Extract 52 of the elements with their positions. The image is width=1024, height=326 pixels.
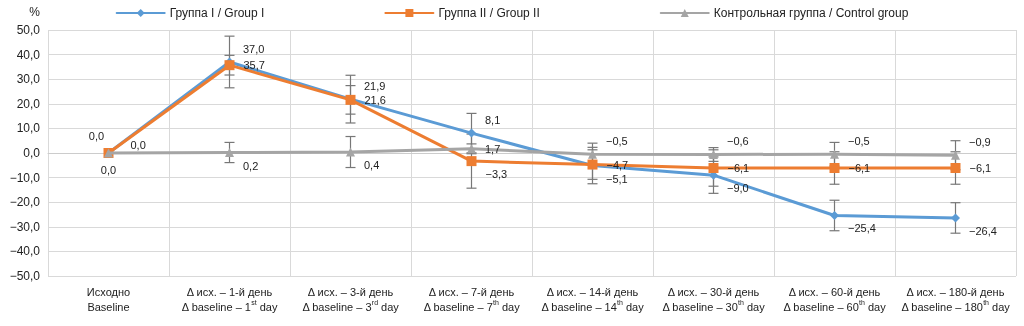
data-label: −25,4 [848, 222, 876, 235]
point [950, 163, 961, 174]
data-label: −26,4 [969, 224, 997, 237]
y-tick-label: 20,0 [16, 96, 41, 111]
y-tick-label: 0,0 [23, 146, 41, 160]
data-label: 21,9 [364, 80, 386, 93]
legend-label: Контрольная группа / Control group [713, 6, 909, 20]
x-tick-label: Исходно Baseline [86, 285, 131, 313]
data-label: −9,0 [727, 182, 749, 195]
point [708, 163, 719, 174]
data-label: 35,7 [243, 59, 265, 72]
data-label: 0,0 [130, 139, 146, 151]
data-label: −0,6 [727, 135, 749, 148]
y-tick-label: −20,0 [9, 195, 41, 210]
data-label: 21,6 [364, 93, 386, 106]
y-tick-label: −40,0 [9, 244, 41, 259]
y-tick-label: −10,0 [9, 170, 41, 185]
data-label: −0,5 [848, 135, 870, 148]
y-tick-label: 30,0 [16, 72, 41, 87]
y-tick-label: −50,0 [9, 269, 41, 283]
data-label: 8,1 [485, 114, 501, 127]
point [830, 149, 839, 159]
data-label: 0,4 [364, 159, 380, 172]
data-label: 1,7 [485, 142, 501, 155]
y-axis-title: % [29, 5, 41, 19]
y-tick-label: 40,0 [16, 47, 41, 62]
point [346, 147, 355, 157]
data-label: −0,9 [969, 136, 991, 149]
point [951, 213, 960, 223]
point [467, 128, 476, 138]
point [224, 60, 235, 71]
point [830, 210, 839, 220]
y-tick-label: 10,0 [16, 121, 41, 136]
point [951, 150, 960, 160]
data-label: −5,1 [606, 172, 628, 185]
data-label: 0,0 [88, 130, 105, 142]
data-label: −6,1 [848, 162, 871, 175]
data-label: 37,0 [243, 42, 265, 55]
point [225, 148, 234, 158]
y-tick-label: −30,0 [9, 219, 41, 234]
data-label: −0,5 [606, 135, 628, 148]
data-label: 0,2 [243, 159, 259, 172]
point [588, 149, 597, 159]
legend-label: Группа II / Group II [438, 6, 540, 20]
point [829, 163, 840, 174]
data-label: −6,1 [969, 162, 992, 175]
data-label: 0,0 [100, 164, 117, 176]
legend-label: Группа I / Group I [169, 6, 265, 20]
data-label: −3,3 [485, 168, 508, 181]
y-tick-label: 50,0 [16, 23, 41, 37]
data-label: −6,1 [727, 162, 750, 175]
point [466, 156, 477, 167]
